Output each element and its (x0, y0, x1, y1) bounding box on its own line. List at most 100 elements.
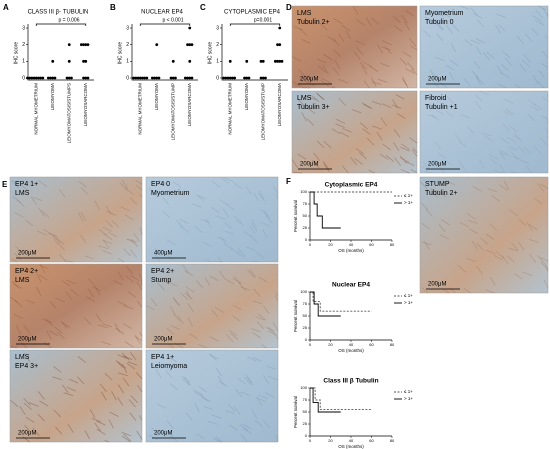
tissue-texture (402, 76, 408, 86)
legend-label: ≤ 1+ (404, 193, 413, 198)
tissue-texture (433, 80, 440, 89)
data-point (190, 76, 194, 80)
tissue-texture (531, 27, 539, 36)
tissue-texture (135, 336, 143, 342)
tissue-texture (145, 304, 156, 311)
y-axis-label: Percent survival (293, 300, 298, 332)
tissue-texture (250, 235, 259, 244)
tissue-texture (362, 128, 371, 135)
tissue-texture (162, 196, 170, 206)
tissue-texture (333, 37, 340, 47)
y-tick-label: 75 (303, 301, 308, 306)
tissue-texture (84, 255, 95, 260)
tissue-texture (395, 94, 405, 100)
tissue-texture (342, 128, 352, 133)
scale-label: 200μM (428, 162, 446, 168)
tissue-texture (61, 321, 71, 328)
tissue-texture (426, 114, 437, 119)
tissue-texture (46, 330, 52, 340)
tissue-texture (370, 17, 380, 25)
tissue-texture (258, 276, 268, 283)
tissue-texture (118, 361, 127, 369)
image-label: EP4 1+ (15, 181, 38, 188)
tissue-texture (485, 233, 495, 240)
tissue-texture (113, 280, 123, 286)
data-point (245, 76, 249, 80)
tissue-texture (11, 345, 17, 349)
tissue-texture (225, 410, 235, 415)
tissue-texture (52, 234, 58, 244)
tissue-texture (507, 255, 515, 264)
tissue-texture (261, 344, 267, 349)
tissue-texture (530, 105, 540, 112)
tissue-texture (506, 137, 517, 143)
tissue-texture (237, 248, 246, 257)
y-axis-label: IHC score (117, 42, 123, 64)
tissue-texture (272, 185, 279, 194)
tissue-texture (376, 131, 383, 141)
x-tick-label: 0 (309, 438, 312, 443)
legend-label: > 1+ (404, 300, 413, 305)
data-point (261, 76, 265, 80)
x-axis-label: OS (months) (338, 348, 364, 353)
tissue-texture (245, 374, 252, 383)
tissue-texture (384, 45, 392, 54)
tissue-texture (209, 336, 219, 342)
tissue-texture (111, 220, 120, 228)
tissue-texture (121, 352, 130, 361)
tissue-texture (228, 329, 238, 336)
tissue-texture (102, 226, 112, 232)
tissue-texture (155, 369, 162, 379)
tissue-texture (11, 180, 19, 189)
tissue-texture (28, 402, 39, 407)
tissue-texture (255, 251, 265, 259)
tissue-texture (439, 167, 445, 174)
scale-label: 200μM (154, 431, 172, 437)
y-tick-label: 100 (300, 289, 307, 294)
tissue-texture (166, 239, 176, 246)
tissue-texture (54, 326, 63, 334)
tissue-texture (45, 318, 53, 326)
panel-letter: F (286, 177, 291, 186)
tissue-texture (102, 239, 110, 249)
tissue-texture (240, 434, 248, 443)
tissue-texture (177, 315, 184, 324)
tissue-texture (156, 403, 166, 409)
tissue-texture (254, 419, 263, 428)
histology-image (145, 349, 279, 443)
x-tick-label: 40 (349, 242, 354, 247)
tissue-texture (298, 68, 306, 77)
scale-label: 200μM (154, 337, 172, 343)
data-point (39, 76, 43, 80)
tissue-texture (475, 45, 482, 55)
tissue-texture (410, 168, 418, 174)
tissue-texture (268, 326, 276, 335)
tissue-texture (356, 47, 364, 56)
tissue-texture (443, 289, 450, 294)
image-sublabel: Stump (151, 277, 171, 284)
tissue-texture (208, 353, 217, 361)
x-tick-label: NORMAL MYOMETRIUM (227, 83, 232, 135)
tissue-texture (238, 282, 247, 291)
tissue-texture (151, 427, 158, 436)
tissue-texture (307, 96, 317, 101)
histology-image (145, 263, 279, 349)
y-axis-label: Percent survival (293, 200, 298, 232)
tissue-texture (493, 255, 504, 261)
tissue-texture (103, 233, 113, 240)
tissue-texture (215, 215, 226, 220)
tissue-texture (24, 425, 32, 434)
tissue-texture (245, 246, 256, 251)
tissue-texture (394, 157, 401, 166)
data-point (278, 59, 282, 63)
tissue-texture (404, 21, 410, 31)
tissue-texture (246, 376, 254, 386)
tissue-texture (399, 155, 407, 164)
tissue-texture (42, 318, 52, 324)
tissue-texture (166, 363, 176, 369)
tissue-texture (446, 96, 455, 104)
tissue-texture (224, 222, 233, 230)
tissue-texture (542, 7, 549, 17)
tissue-texture (53, 234, 61, 244)
